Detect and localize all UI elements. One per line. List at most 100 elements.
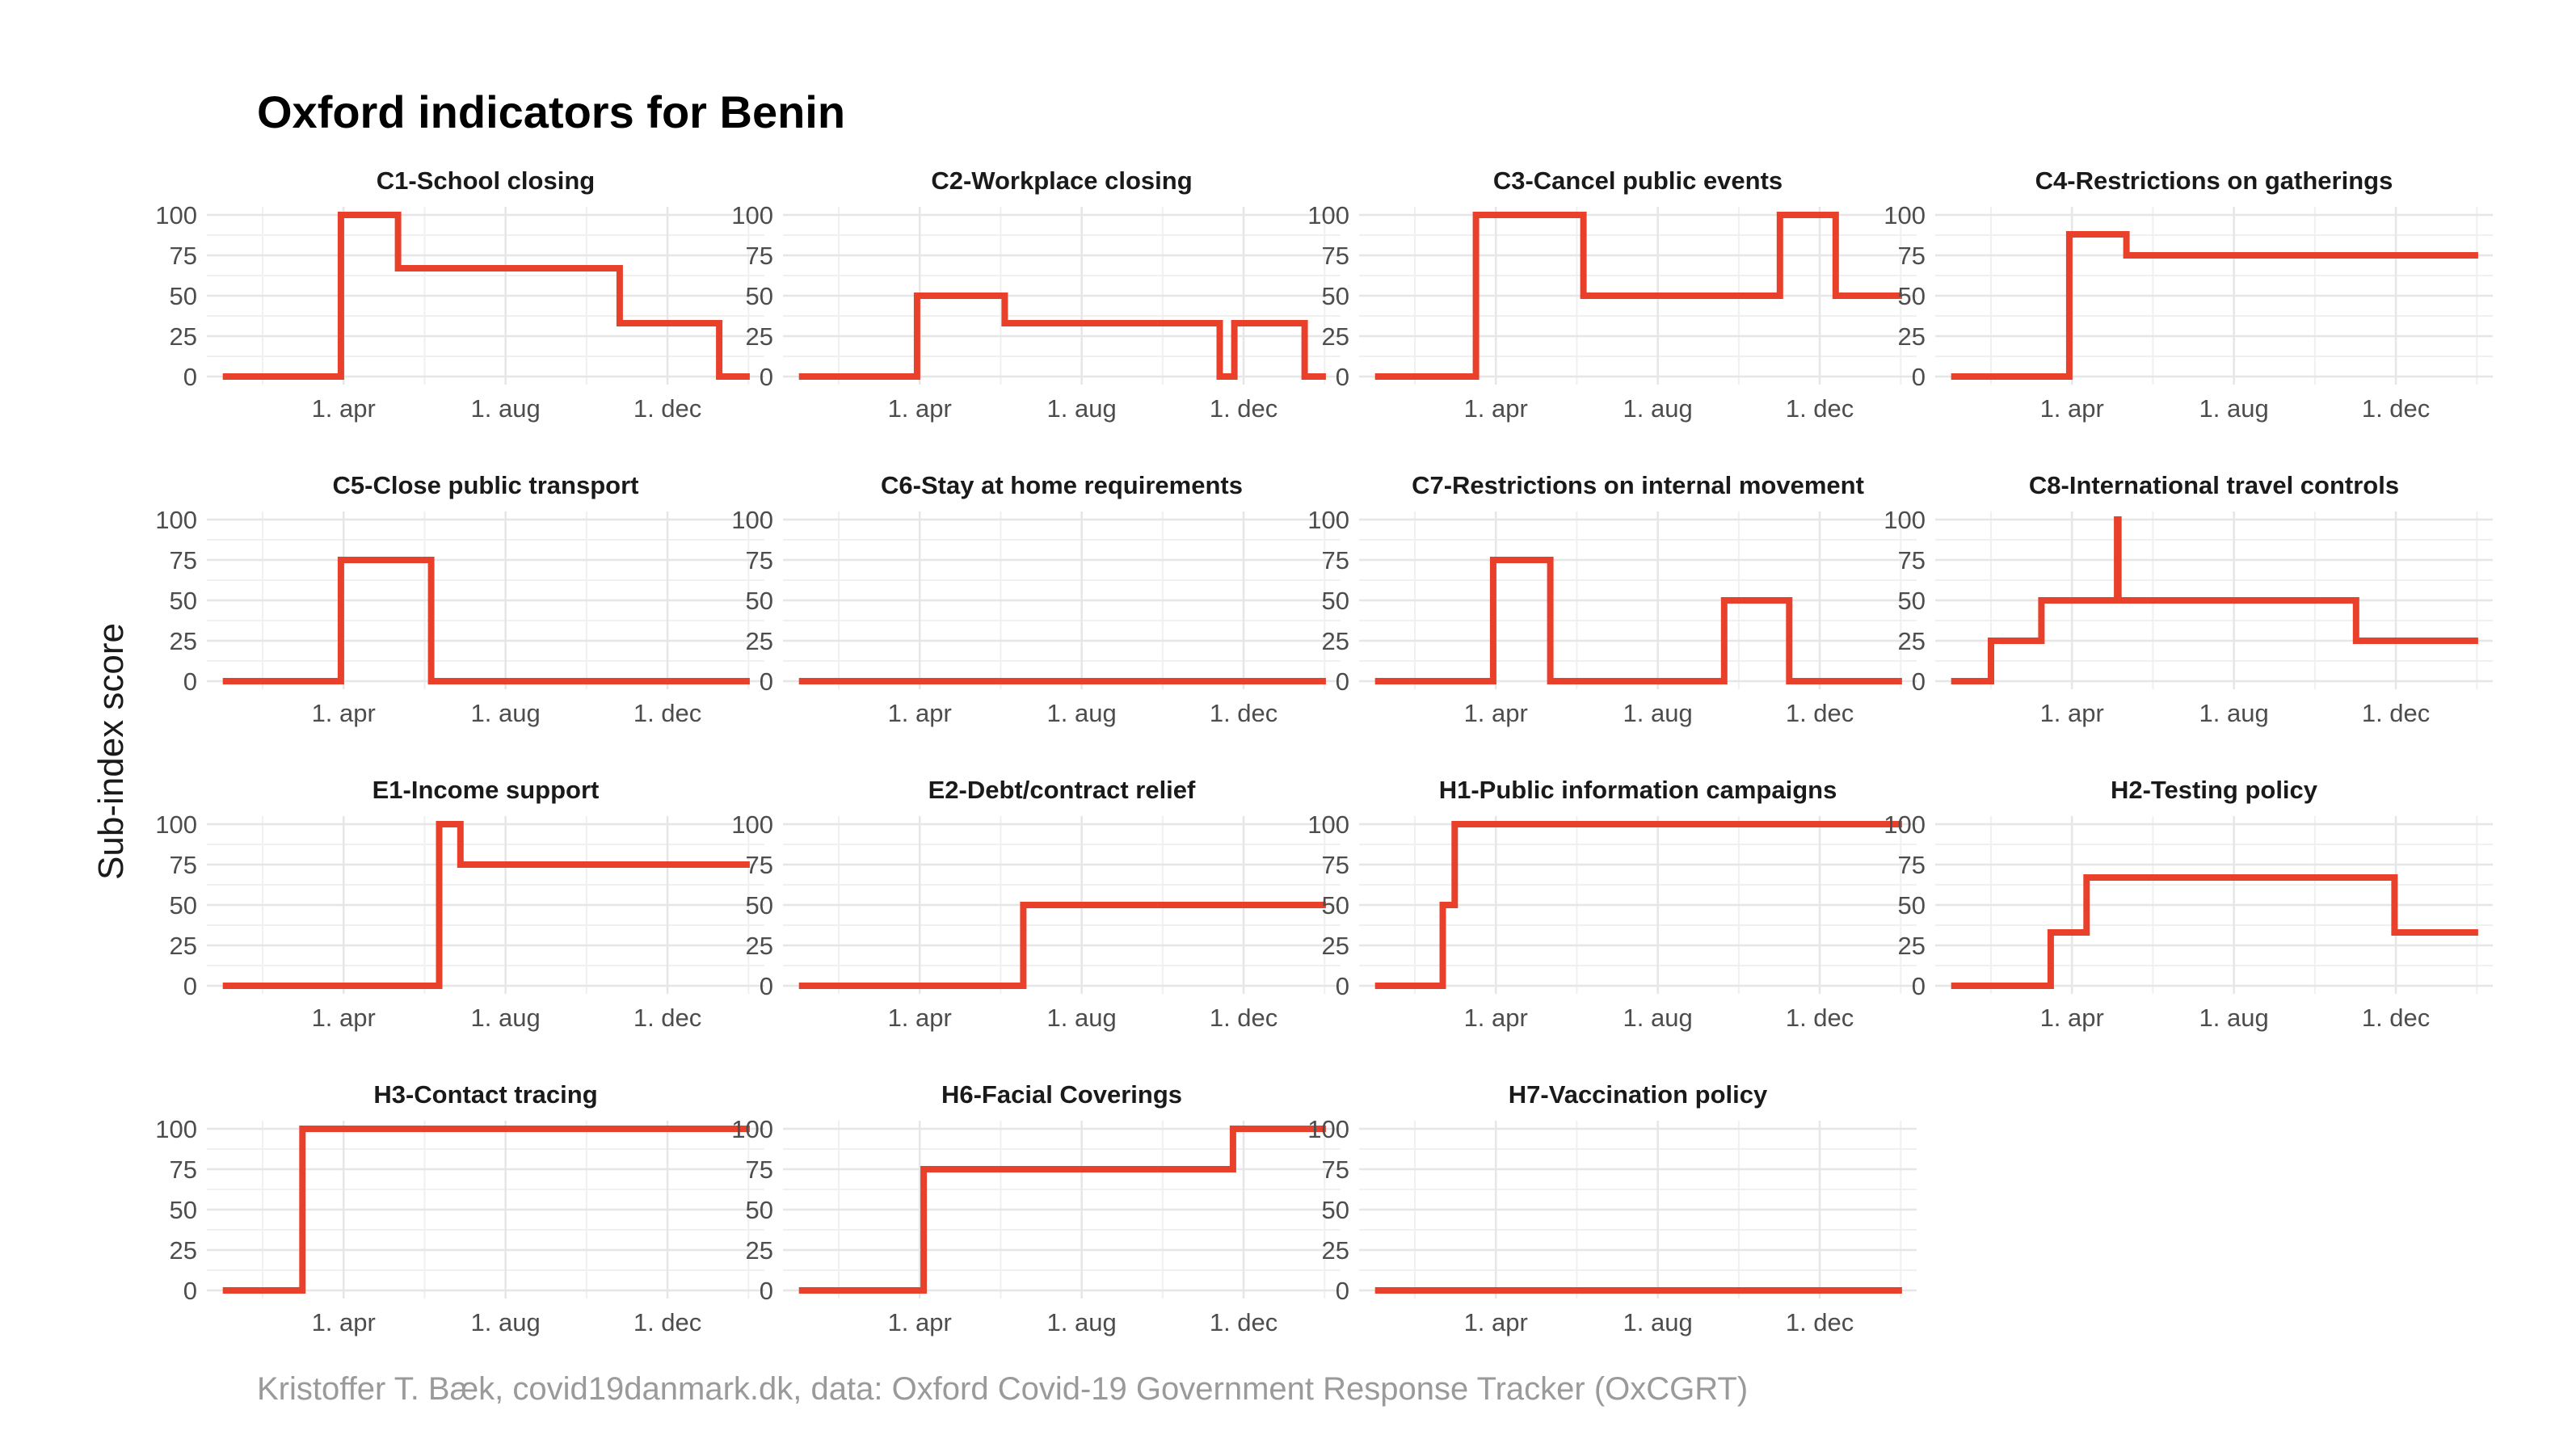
x-tick-label: 1. aug	[471, 699, 541, 727]
y-tick-label: 0	[760, 363, 773, 391]
y-tick-label: 0	[1912, 667, 1926, 696]
caption: Kristoffer T. Bæk, covid19danmark.dk, da…	[257, 1371, 1748, 1407]
y-tick-label: 50	[1898, 891, 1926, 920]
panel-3: 0 25 50 75 100 1. apr 1. aug 1. dec C3-Cancel pu…	[1307, 166, 1917, 423]
y-tick-label: 25	[1322, 322, 1349, 351]
panel-title: H2-Testing policy	[2111, 776, 2318, 804]
series-line	[1374, 557, 1902, 684]
x-tick-label: 1. dec	[2362, 699, 2430, 727]
y-tick-label: 50	[1898, 587, 1926, 615]
x-tick-label: 1. apr	[312, 1308, 376, 1336]
y-tick-label: 100	[731, 506, 773, 534]
y-tick-label: 0	[1336, 972, 1349, 1000]
series-line	[1951, 516, 2478, 684]
series-line	[222, 1126, 750, 1294]
y-tick-label: 100	[1307, 1115, 1349, 1143]
y-tick-label: 0	[760, 1277, 773, 1305]
y-tick-label: 75	[1898, 242, 1926, 270]
y-tick-label: 25	[746, 932, 773, 960]
x-tick-label: 1. dec	[1210, 1004, 1277, 1032]
y-tick-label: 100	[155, 201, 197, 229]
y-tick-label: 75	[170, 242, 197, 270]
y-tick-label: 75	[1322, 851, 1349, 879]
chart-title: Oxford indicators for Benin	[257, 86, 845, 137]
x-tick-label: 1. aug	[1623, 394, 1693, 423]
panel-title: C1-School closing	[377, 166, 595, 195]
panel-15: 0 25 50 75 100 1. apr 1. aug 1. dec H7-Vaccinati…	[1307, 1080, 1917, 1336]
panel-5: 0 25 50 75 100 1. apr 1. aug 1. dec C5-Close pub…	[155, 471, 764, 727]
y-tick-label: 75	[1898, 851, 1926, 879]
panel-title: H1-Public information campaigns	[1439, 776, 1837, 804]
y-tick-label: 50	[1322, 1196, 1349, 1224]
panel-14: 0 25 50 75 100 1. apr 1. aug 1. dec H6-Facial Co…	[731, 1080, 1341, 1336]
y-tick-label: 25	[746, 1236, 773, 1265]
y-tick-label: 25	[746, 322, 773, 351]
series-line	[222, 821, 750, 989]
x-tick-label: 1. aug	[1047, 1004, 1117, 1032]
panel-11: 0 25 50 75 100 1. apr 1. aug 1. dec H1-Public in…	[1307, 776, 1917, 1032]
x-tick-label: 1. apr	[1464, 699, 1528, 727]
panel-1: 0 25 50 75 100 1. apr 1. aug 1. dec C1-School cl…	[155, 166, 764, 423]
x-tick-label: 1. apr	[888, 1308, 952, 1336]
y-tick-label: 100	[155, 1115, 197, 1143]
y-tick-label: 50	[1322, 282, 1349, 310]
panel-8: 0 25 50 75 100 1. apr 1. aug 1. dec C8-Internati…	[1884, 471, 2493, 727]
panel-title: H7-Vaccination policy	[1509, 1080, 1768, 1109]
series-line	[1951, 874, 2478, 989]
y-tick-label: 0	[183, 1277, 197, 1305]
x-tick-label: 1. aug	[2199, 1004, 2269, 1032]
y-tick-label: 0	[183, 363, 197, 391]
panel-title: E2-Debt/contract relief	[928, 776, 1196, 804]
x-tick-label: 1. dec	[1210, 394, 1277, 423]
panel-title: C6-Stay at home requirements	[881, 471, 1243, 499]
y-tick-label: 50	[170, 282, 197, 310]
series-line	[1374, 212, 1902, 380]
series-line	[1951, 231, 2478, 380]
panel-10: 0 25 50 75 100 1. apr 1. aug 1. dec E2-Debt/cont…	[731, 776, 1341, 1032]
x-tick-label: 1. apr	[2040, 394, 2104, 423]
x-tick-label: 1. dec	[1786, 699, 1854, 727]
x-tick-label: 1. apr	[2040, 1004, 2104, 1032]
y-tick-label: 0	[760, 667, 773, 696]
x-tick-label: 1. aug	[1623, 1308, 1693, 1336]
y-tick-label: 75	[746, 546, 773, 575]
panel-4: 0 25 50 75 100 1. apr 1. aug 1. dec C4-Restricti…	[1884, 166, 2493, 423]
y-tick-label: 75	[746, 242, 773, 270]
y-tick-label: 0	[1912, 363, 1926, 391]
y-tick-label: 100	[155, 810, 197, 839]
panel-12: 0 25 50 75 100 1. apr 1. aug 1. dec H2-Testing p…	[1884, 776, 2493, 1032]
y-tick-label: 100	[1884, 201, 1926, 229]
y-tick-label: 25	[1898, 322, 1926, 351]
x-tick-label: 1. apr	[888, 394, 952, 423]
y-tick-label: 0	[760, 972, 773, 1000]
y-tick-label: 75	[746, 851, 773, 879]
x-tick-label: 1. apr	[1464, 394, 1528, 423]
panel-9: 0 25 50 75 100 1. apr 1. aug 1. dec E1-Income su…	[155, 776, 764, 1032]
series-line	[798, 1126, 1326, 1294]
x-tick-label: 1. apr	[1464, 1308, 1528, 1336]
y-tick-label: 50	[746, 891, 773, 920]
x-tick-label: 1. apr	[312, 699, 376, 727]
y-tick-label: 75	[170, 546, 197, 575]
y-tick-label: 25	[170, 932, 197, 960]
panel-title: C8-International travel controls	[2029, 471, 2399, 499]
x-tick-label: 1. dec	[633, 394, 701, 423]
y-tick-label: 100	[1307, 201, 1349, 229]
x-tick-label: 1. apr	[888, 1004, 952, 1032]
y-tick-label: 0	[1336, 1277, 1349, 1305]
x-tick-label: 1. dec	[2362, 394, 2430, 423]
y-tick-label: 50	[1322, 891, 1349, 920]
series-line	[1374, 821, 1902, 989]
y-tick-label: 50	[746, 282, 773, 310]
y-tick-label: 25	[1898, 627, 1926, 655]
y-tick-label: 25	[1898, 932, 1926, 960]
x-tick-label: 1. apr	[1464, 1004, 1528, 1032]
panel-title: C4-Restrictions on gatherings	[2035, 166, 2393, 195]
x-tick-label: 1. dec	[1786, 394, 1854, 423]
y-tick-label: 0	[1336, 363, 1349, 391]
series-line	[798, 293, 1326, 380]
y-tick-label: 50	[170, 587, 197, 615]
y-tick-label: 75	[1322, 242, 1349, 270]
y-tick-label: 100	[1884, 810, 1926, 839]
x-tick-label: 1. dec	[633, 699, 701, 727]
